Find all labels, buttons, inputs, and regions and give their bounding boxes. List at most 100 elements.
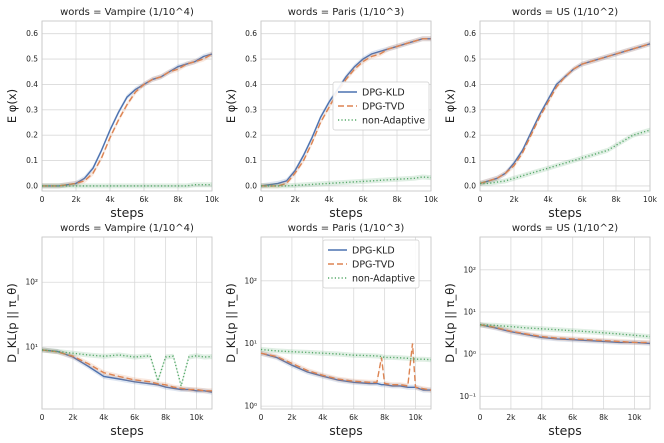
y-tick-label: 0.4: [464, 80, 476, 89]
legend-label: non-Adaptive: [362, 116, 425, 127]
y-tick-label: 0.6: [26, 29, 38, 38]
series-line-tvd: [261, 38, 431, 187]
y-tick-label: 0.0: [26, 181, 38, 190]
legend-label: DPG-KLD: [362, 88, 405, 99]
y-tick-label: 0.5: [245, 55, 257, 64]
legend-box: [322, 239, 420, 289]
series-line-tvd: [41, 349, 212, 392]
x-tick-label: 4k: [318, 413, 328, 422]
x-tick-label: 2k: [68, 413, 78, 422]
y-tick-label: 0.4: [26, 80, 38, 89]
y-axis-label: D_KL(p || π_θ): [443, 283, 457, 363]
y-axis-label: D_KL(p || π_θ): [224, 283, 238, 363]
y-tick-label: 0.0: [464, 181, 476, 190]
x-tick-label: 10k: [205, 195, 220, 204]
x-tick-label: 10k: [643, 195, 658, 204]
series-line-tvd: [479, 43, 651, 185]
band-tvd: [480, 322, 650, 345]
plot-frame: [41, 236, 213, 410]
panel-3: 0 2k 4k 6k 8k 10k 0.0 0.1 0.2 0.3 0.4 0.5 0.6 words =…: [443, 7, 658, 220]
y-tick-label: 0.2: [26, 131, 38, 140]
panel-6: 0 2k 4k 6k 8k 10k 10⁻¹ 10⁰ 10¹ 10² words = US (1/1…: [443, 223, 651, 438]
panel-title: words = Vampire (1/10^4): [60, 223, 194, 234]
y-tick-label: 0.2: [464, 131, 476, 140]
plot-frame: [260, 236, 432, 410]
y-axis-label: E φ(x): [224, 89, 238, 123]
x-tick-label: 0: [259, 195, 264, 204]
band-nonadaptive: [480, 127, 650, 186]
plot-frame: [479, 20, 651, 192]
series-line-nonadaptive: [479, 324, 651, 338]
y-tick-label: 0.3: [464, 105, 476, 114]
x-tick-label: 2k: [71, 195, 81, 204]
x-tick-label: 8k: [599, 413, 609, 422]
panel-title: words = Paris (1/10^3): [288, 7, 405, 18]
y-tick-label: 0.3: [245, 105, 257, 114]
band-tvd: [42, 51, 212, 189]
series-line-kld: [42, 53, 213, 187]
x-tick-label: 4k: [537, 413, 547, 422]
band-kld: [480, 322, 650, 346]
x-tick-label: 2k: [509, 195, 519, 204]
plot-frame: [260, 20, 432, 192]
y-tick-label: 0.5: [464, 55, 476, 64]
plot-frame: [41, 20, 213, 192]
legend-label: non-Adaptive: [352, 274, 415, 285]
x-tick-label: 2k: [506, 413, 516, 422]
legend-label: DPG-TVD: [352, 260, 395, 271]
x-axis-label: steps: [110, 423, 144, 438]
x-tick-label: 6k: [139, 195, 149, 204]
x-tick-label: 0: [40, 413, 45, 422]
y-axis-label: D_KL(p || π_θ): [5, 283, 19, 363]
y-axis-label: E φ(x): [5, 89, 19, 123]
series-line-nonadaptive: [261, 176, 432, 187]
x-tick-label: 8k: [173, 195, 183, 204]
panel-4: 0 2k 4k 6k 8k 10k 10¹ 10² words = Vampire (1/10^…: [5, 223, 213, 438]
y-tick-label: 10²: [244, 276, 257, 285]
panel-title: words = US (1/10^2): [512, 7, 618, 18]
x-tick-label: 0: [40, 195, 45, 204]
series-line-kld: [260, 352, 431, 391]
x-tick-label: 2k: [290, 195, 300, 204]
x-tick-label: 6k: [568, 413, 578, 422]
y-tick-label: 10⁻¹: [459, 392, 476, 401]
band-nonadaptive: [261, 174, 431, 189]
y-tick-label: 0.1: [26, 156, 38, 165]
legend-label: DPG-KLD: [352, 246, 395, 257]
x-axis-label: steps: [548, 205, 582, 220]
panel-title: words = US (1/10^2): [512, 223, 618, 234]
series-line-tvd: [479, 324, 650, 344]
y-tick-label: 10¹: [25, 342, 38, 351]
band-nonadaptive: [42, 347, 212, 389]
y-tick-label: 0.6: [464, 29, 476, 38]
band-kld: [42, 51, 212, 189]
panel-title: words = Paris (1/10^3): [288, 223, 405, 234]
x-axis-label: steps: [329, 423, 363, 438]
x-tick-label: 6k: [358, 195, 368, 204]
band-tvd: [261, 341, 431, 393]
y-axis-label: E φ(x): [443, 89, 457, 123]
x-tick-label: 8k: [161, 413, 171, 422]
x-tick-label: 10k: [190, 413, 205, 422]
y-tick-label: 10²: [463, 265, 476, 274]
x-tick-label: 0: [478, 195, 483, 204]
panel-2: 0 2k 4k 6k 8k 10k 0.0 0.1 0.2 0.3 0.4 0.5 0.6 words =…: [224, 7, 439, 220]
y-tick-label: 10¹: [244, 339, 257, 348]
x-tick-label: 6k: [130, 413, 140, 422]
x-tick-label: 4k: [99, 413, 109, 422]
y-tick-label: 0.5: [26, 55, 38, 64]
legend-box: [332, 81, 430, 131]
y-tick-label: 0.1: [245, 156, 257, 165]
panel-1: 0 2k 4k 6k 8k 10k 0.0 0.1 0.2 0.3 0.4 0.5 0.6 words =…: [5, 7, 220, 220]
x-tick-label: 8k: [380, 413, 390, 422]
legend-panel-2: DPG-KLD DPG-TVD non-Adaptive: [332, 81, 430, 131]
y-tick-label: 10¹: [463, 307, 476, 316]
x-tick-label: 10k: [409, 413, 424, 422]
y-tick-label: 10²: [25, 278, 38, 287]
y-tick-label: 0.0: [245, 181, 257, 190]
x-tick-label: 10k: [424, 195, 439, 204]
x-tick-label: 6k: [349, 413, 359, 422]
panel-title: words = Vampire (1/10^4): [60, 7, 194, 18]
x-tick-label: 4k: [105, 195, 115, 204]
